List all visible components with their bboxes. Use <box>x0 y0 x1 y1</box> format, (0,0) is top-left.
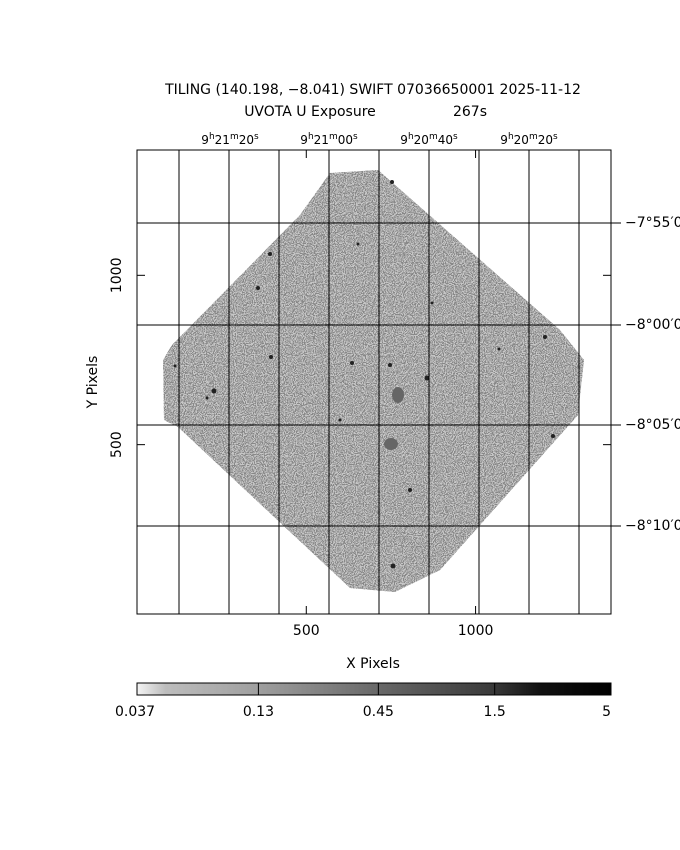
ra-label-part: m <box>329 132 338 142</box>
ra-label-part: 9 <box>201 133 209 147</box>
sky-image <box>163 170 584 592</box>
ra-label: 9h20m40s <box>400 132 458 147</box>
colorbar-tick-label: 0.037 <box>115 704 155 720</box>
ra-label-part: 9 <box>500 133 508 147</box>
title: TILING (140.198, −8.041) SWIFT 070366500… <box>164 82 581 98</box>
colorbar-tick-label: 5 <box>602 704 611 720</box>
ra-label-part: 20 <box>414 133 429 147</box>
y-tick-label: 500 <box>109 431 125 458</box>
dec-label: −8°05′00 <box>625 417 680 433</box>
ra-label: 9h21m00s <box>300 132 358 147</box>
ra-label-part: 21 <box>314 133 329 147</box>
ra-label-part: h <box>308 132 314 142</box>
colorbar-tick-label: 1.5 <box>484 704 506 720</box>
ra-label-part: h <box>508 132 514 142</box>
ra-label-part: 40 <box>438 133 453 147</box>
ra-label: 9h20m20s <box>500 132 558 147</box>
subtitle: UVOTA U Exposure <box>244 104 376 120</box>
ra-label-part: 9 <box>300 133 308 147</box>
exposure: 267s <box>453 104 487 120</box>
colorbar-tick-label: 0.45 <box>363 704 394 720</box>
ra-label-part: h <box>408 132 414 142</box>
ra-label-part: s <box>353 132 358 142</box>
dec-label: −7°55′00 <box>625 215 680 231</box>
x-tick-label: 500 <box>293 623 320 639</box>
ra-grid <box>178 150 580 614</box>
exposure-noise <box>163 170 584 592</box>
ra-label: 9h21m20s <box>201 132 259 147</box>
dec-grid <box>137 222 621 527</box>
ra-label-part: 21 <box>215 133 230 147</box>
ra-label-part: 20 <box>514 133 529 147</box>
sources <box>173 180 555 569</box>
dec-label: −8°10′00 <box>625 518 680 534</box>
ra-label-part: 9 <box>400 133 408 147</box>
colorbar <box>136 682 612 696</box>
ra-label-part: s <box>453 132 458 142</box>
ra-label-part: 20 <box>239 133 254 147</box>
y-axis-label: Y Pixels <box>85 356 101 410</box>
ra-label-part: m <box>529 132 538 142</box>
ra-label-part: 20 <box>538 133 553 147</box>
ra-label-part: s <box>553 132 558 142</box>
x-axis-label: X Pixels <box>346 656 400 672</box>
plot-frame <box>136 149 612 615</box>
colorbar-tick-label: 0.13 <box>243 704 274 720</box>
galaxy <box>384 438 398 450</box>
ra-label-part: 00 <box>338 133 353 147</box>
ra-label-part: h <box>209 132 215 142</box>
ra-label-part: m <box>429 132 438 142</box>
ra-label-part: m <box>230 132 239 142</box>
dec-label: −8°00′00 <box>625 317 680 333</box>
ra-label-part: s <box>254 132 259 142</box>
x-tick-label: 1000 <box>458 623 494 639</box>
galaxy <box>392 387 404 403</box>
y-tick-label: 1000 <box>109 257 125 293</box>
